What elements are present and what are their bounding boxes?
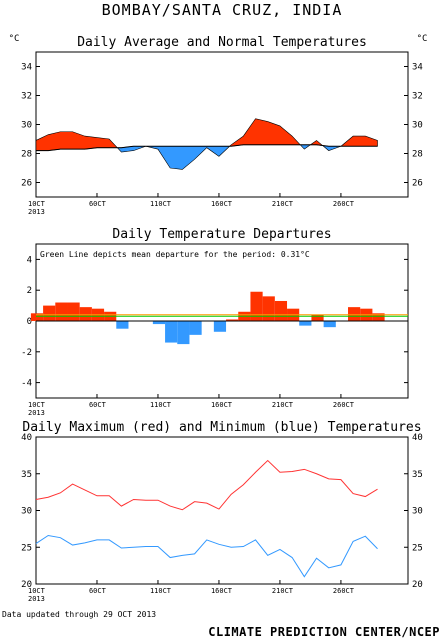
chart-2-xtick-label: 210CT <box>272 401 294 409</box>
chart-1-ylabel-left: °C <box>9 34 20 44</box>
chart-3-xtick-label: 2013 <box>28 595 45 603</box>
chart-1-ytick-label-right: 26 <box>412 179 423 189</box>
chart-3-ytick-label-right: 35 <box>412 470 423 480</box>
chart-1-xtick-label: 260CT <box>333 200 355 208</box>
chart-2-bar <box>348 307 361 321</box>
chart-1-ytick-label: 30 <box>21 121 32 131</box>
chart-3-xtick-label: 210CT <box>272 587 294 595</box>
chart-1-xtick-label: 210CT <box>272 200 294 208</box>
page-title: BOMBAY/SANTA CRUZ, INDIA <box>102 1 343 19</box>
chart-3-title: Daily Maximum (red) and Minimum (blue) T… <box>22 420 421 435</box>
chart-3-minimum-line <box>35 534 378 578</box>
chart-3-ytick-label: 35 <box>21 470 32 480</box>
chart-2-xtick-label: 160CT <box>211 401 233 409</box>
chart-2-bar <box>262 296 275 321</box>
chart-2-ytick-label: 4 <box>27 255 32 265</box>
chart-2-bar <box>177 321 190 345</box>
chart-2-title: Daily Temperature Departures <box>112 227 331 242</box>
chart-1-normal-line <box>36 144 378 152</box>
chart-2-ytick-label: 0 <box>27 317 32 327</box>
chart-2-bar <box>372 313 385 321</box>
chart-2-xtick-label: 110CT <box>150 401 172 409</box>
chart-3-ytick-label: 25 <box>21 543 32 553</box>
chart-1-ytick-label-right: 30 <box>412 121 423 131</box>
chart-3-frame <box>35 436 409 585</box>
chart-2-ytick-label: 2 <box>27 286 32 296</box>
chart-3-ytick-label-right: 20 <box>412 580 423 590</box>
chart-1-frame <box>35 51 409 198</box>
chart-1-below-normal-area <box>116 145 146 153</box>
chart-2-bar <box>299 321 312 326</box>
chart-1-ylabel-right: °C <box>417 34 428 44</box>
chart-2-bar <box>189 321 202 335</box>
chart-2-bar <box>43 305 56 321</box>
chart-1-ytick-label-right: 28 <box>412 150 423 160</box>
chart-1-ytick-label: 34 <box>21 63 32 73</box>
chart-1-below-normal-area <box>299 144 312 150</box>
chart-2-bar <box>274 300 288 321</box>
chart-1-ytick-label-right: 34 <box>412 63 423 73</box>
chart-3-xtick-label: 10CT <box>28 587 46 595</box>
chart-1-ytick-label-right: 32 <box>412 92 423 102</box>
max-min-chart: Daily Maximum (red) and Minimum (blue) T… <box>21 420 423 603</box>
average-normal-chart: Daily Average and Normal Temperatures °C… <box>9 34 428 216</box>
chart-2-ytick-label: -2 <box>21 348 32 358</box>
chart-2-xtick-label: 2013 <box>28 409 45 417</box>
chart-2-bar <box>152 321 166 325</box>
chart-3-ytick-label: 20 <box>21 580 32 590</box>
chart-2-bar <box>30 313 44 321</box>
chart-2-bar <box>165 321 178 343</box>
chart-1-below-normal-area <box>145 145 231 170</box>
chart-1-xtick-label: 2013 <box>28 208 45 216</box>
chart-3-ytick-label-right: 40 <box>412 433 423 443</box>
chart-1-above-normal-area <box>340 135 378 147</box>
chart-3-maximum-line <box>35 459 378 511</box>
chart-1-ytick-label: 32 <box>21 92 32 102</box>
chart-2-xtick-label: 260CT <box>333 401 355 409</box>
chart-3-ytick-label: 30 <box>21 507 32 517</box>
chart-3-ytick-label-right: 30 <box>412 507 423 517</box>
chart-2-ytick-label: -4 <box>21 379 32 389</box>
chart-1-xtick-label: 110CT <box>150 200 172 208</box>
chart-3-ytick-label: 40 <box>21 433 32 443</box>
footer-left: Data updated through 29 OCT 2013 <box>2 610 156 619</box>
chart-3-ytick-label-right: 25 <box>412 543 423 553</box>
chart-2-bar <box>55 302 68 321</box>
chart-1-xtick-label: 60CT <box>89 200 107 208</box>
chart-1-ytick-label: 26 <box>21 179 32 189</box>
footer-right: CLIMATE PREDICTION CENTER/NCEP <box>208 625 440 639</box>
chart-2-annotation: Green Line depicts mean departure for th… <box>40 250 310 259</box>
chart-3-xtick-label: 260CT <box>333 587 355 595</box>
chart-2-xtick-label: 10CT <box>28 401 46 409</box>
chart-3-xtick-label: 60CT <box>89 587 107 595</box>
chart-1-ytick-label: 28 <box>21 150 32 160</box>
chart-2-bar <box>226 319 239 321</box>
departures-chart: Daily Temperature Departures Green Line … <box>21 227 409 417</box>
chart-1-xtick-label: 160CT <box>211 200 233 208</box>
chart-3-xtick-label: 160CT <box>211 587 233 595</box>
chart-2-xtick-label: 60CT <box>89 401 107 409</box>
chart-1-xtick-label: 10CT <box>28 200 46 208</box>
chart-1-above-normal-area <box>228 118 301 147</box>
chart-2-bar <box>213 321 227 332</box>
chart-2-bar <box>79 307 92 321</box>
chart-2-bar <box>323 321 336 328</box>
chart-3-xtick-label: 110CT <box>150 587 172 595</box>
chart-1-title: Daily Average and Normal Temperatures <box>77 35 367 50</box>
chart-2-bar <box>116 321 129 329</box>
chart-2-bar <box>67 302 80 321</box>
chart-2-bar <box>311 314 324 321</box>
chart-2-bar <box>250 291 263 321</box>
